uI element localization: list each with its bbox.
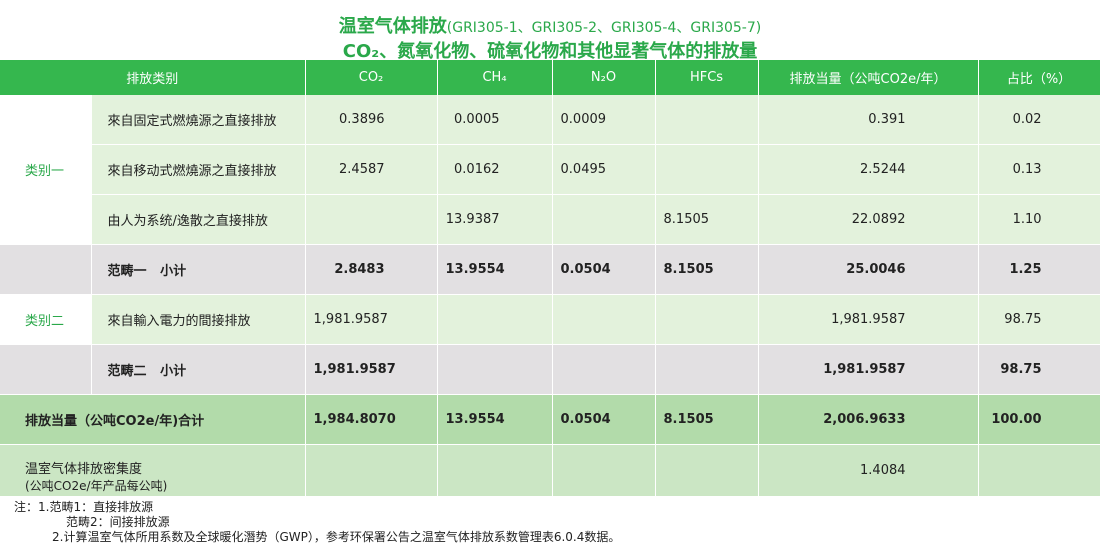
emissions-table: 排放类别 CO₂ CH₄ N₂O HFCs 排放当量（公吨CO2e/年） 占比（… (0, 60, 1100, 497)
row-label: 排放当量（公吨CO2e/年)合计 (0, 394, 306, 445)
cell-hfcs (655, 144, 759, 195)
cell-co2 (305, 194, 438, 245)
cell-share: 100.00 (978, 394, 1100, 445)
cell-share: 98.75 (978, 294, 1100, 345)
cell-n2o (552, 194, 656, 245)
cell-share: 1.10 (978, 194, 1100, 245)
cell-hfcs (655, 95, 759, 145)
report-title: 温室气体排放(GRI305-1、GRI305-2、GRI305-4、GRI305… (0, 12, 1100, 38)
cell-share: 98.75 (978, 344, 1100, 395)
row-label: 來自輸入電力的間接排放 (91, 294, 306, 345)
cell-equivalent: 25.0046 (758, 244, 979, 295)
cell-equivalent: 2.5244 (758, 144, 979, 195)
cell-hfcs: 8.1505 (655, 244, 759, 295)
cell-n2o (552, 344, 656, 395)
cell-equivalent: 0.391 (758, 95, 979, 145)
empty-cell (655, 444, 759, 497)
cell-ch4: 0.0162 (437, 144, 553, 195)
subtotal-row: 范畴一 小计 2.8483 13.9554 0.0504 8.1505 25.0… (0, 244, 1100, 295)
subtotal-row: 范畴二 小计 1,981.9587 1,981.9587 98.75 (0, 344, 1100, 395)
row-label: 由人为系统/逸散之直接排放 (91, 194, 306, 245)
cell-n2o: 0.0504 (552, 394, 656, 445)
header-share: 占比（%） (978, 60, 1100, 95)
cell-equivalent: 1,981.9587 (758, 344, 979, 395)
empty-cell (0, 244, 92, 295)
cell-ch4: 0.0005 (437, 95, 553, 145)
cell-share: 0.13 (978, 144, 1100, 195)
density-label: 温室气体排放密集度 (公吨CO2e/年产品每公吨) (0, 444, 306, 497)
cell-n2o: 0.0009 (552, 95, 656, 145)
total-row: 排放当量（公吨CO2e/年)合计 1,984.8070 13.9554 0.05… (0, 394, 1100, 445)
cell-ch4 (437, 344, 553, 395)
cell-ch4: 13.9387 (437, 194, 553, 245)
cell-co2: 0.3896 (305, 95, 438, 145)
report-subtitle: CO₂、氮氧化物、硫氧化物和其他显著气体的排放量 (342, 41, 758, 62)
footnote-1: 注：1.范畴1：直接排放源 (14, 500, 154, 514)
footnotes: 注：1.范畴1：直接排放源 范畴2：间接排放源 2.计算温室气体所用系数及全球暖… (14, 500, 620, 545)
cell-co2: 1,981.9587 (305, 344, 438, 395)
row-label: 來自固定式燃燒源之直接排放 (91, 95, 306, 145)
empty-cell (978, 444, 1100, 497)
empty-cell (305, 444, 438, 497)
cell-hfcs: 8.1505 (655, 194, 759, 245)
cell-n2o: 0.0504 (552, 244, 656, 295)
table-row: 类别二 來自輸入電力的間接排放 1,981.9587 1,981.9587 98… (0, 294, 1100, 345)
cell-share: 0.02 (978, 95, 1100, 145)
cell-co2: 2.4587 (305, 144, 438, 195)
category-two-label: 类别二 (0, 294, 92, 345)
cell-equivalent: 1.4084 (758, 444, 979, 497)
empty-cell (552, 444, 656, 497)
header-ch4: CH₄ (437, 60, 553, 95)
cell-equivalent: 22.0892 (758, 194, 979, 245)
cell-ch4: 13.9554 (437, 394, 553, 445)
cell-ch4 (437, 294, 553, 345)
header-co2: CO₂ (305, 60, 438, 95)
cell-hfcs: 8.1505 (655, 394, 759, 445)
cell-co2: 1,981.9587 (305, 294, 438, 345)
report-title-main: 温室气体排放 (338, 16, 447, 37)
cell-share: 1.25 (978, 244, 1100, 295)
cell-hfcs (655, 344, 759, 395)
cell-hfcs (655, 294, 759, 345)
category-one-label: 类别一 (0, 95, 92, 245)
cell-equivalent: 1,981.9587 (758, 294, 979, 345)
cell-n2o (552, 294, 656, 345)
header-category: 排放类别 (0, 60, 306, 95)
cell-co2: 1,984.8070 (305, 394, 438, 445)
table-header-row: 排放类别 CO₂ CH₄ N₂O HFCs 排放当量（公吨CO2e/年） 占比（… (0, 60, 1100, 95)
cell-n2o: 0.0495 (552, 144, 656, 195)
empty-cell (0, 344, 92, 395)
density-label-line1: 温室气体排放密集度 (25, 462, 143, 477)
cell-ch4: 13.9554 (437, 244, 553, 295)
footnote-2: 范畴2：间接排放源 (66, 515, 170, 529)
header-n2o: N₂O (552, 60, 656, 95)
footnote-3: 2.计算温室气体所用系数及全球暖化潛势（GWP），参考环保署公告之温室气体排放系… (52, 530, 621, 544)
table-row: 类别一 來自固定式燃燒源之直接排放 0.3896 0.0005 0.0009 0… (0, 95, 1100, 245)
report-title-gri: (GRI305-1、GRI305-2、GRI305-4、GRI305-7) (446, 20, 762, 36)
empty-cell (437, 444, 553, 497)
density-label-line2: (公吨CO2e/年产品每公吨) (25, 479, 168, 493)
table-row: 由人为系统/逸散之直接排放 13.9387 8.1505 22.0892 1.1… (0, 194, 1100, 245)
header-equivalent: 排放当量（公吨CO2e/年） (758, 60, 979, 95)
cell-equivalent: 2,006.9633 (758, 394, 979, 445)
row-label: 來自移动式燃燒源之直接排放 (91, 144, 306, 195)
density-row: 温室气体排放密集度 (公吨CO2e/年产品每公吨) 1.4084 (0, 444, 1100, 497)
cell-co2: 2.8483 (305, 244, 438, 295)
table-row: 來自移动式燃燒源之直接排放 2.4587 0.0162 0.0495 2.524… (0, 144, 1100, 195)
header-hfcs: HFCs (655, 60, 759, 95)
row-label: 范畴一 小计 (91, 244, 306, 295)
row-label: 范畴二 小计 (91, 344, 306, 395)
